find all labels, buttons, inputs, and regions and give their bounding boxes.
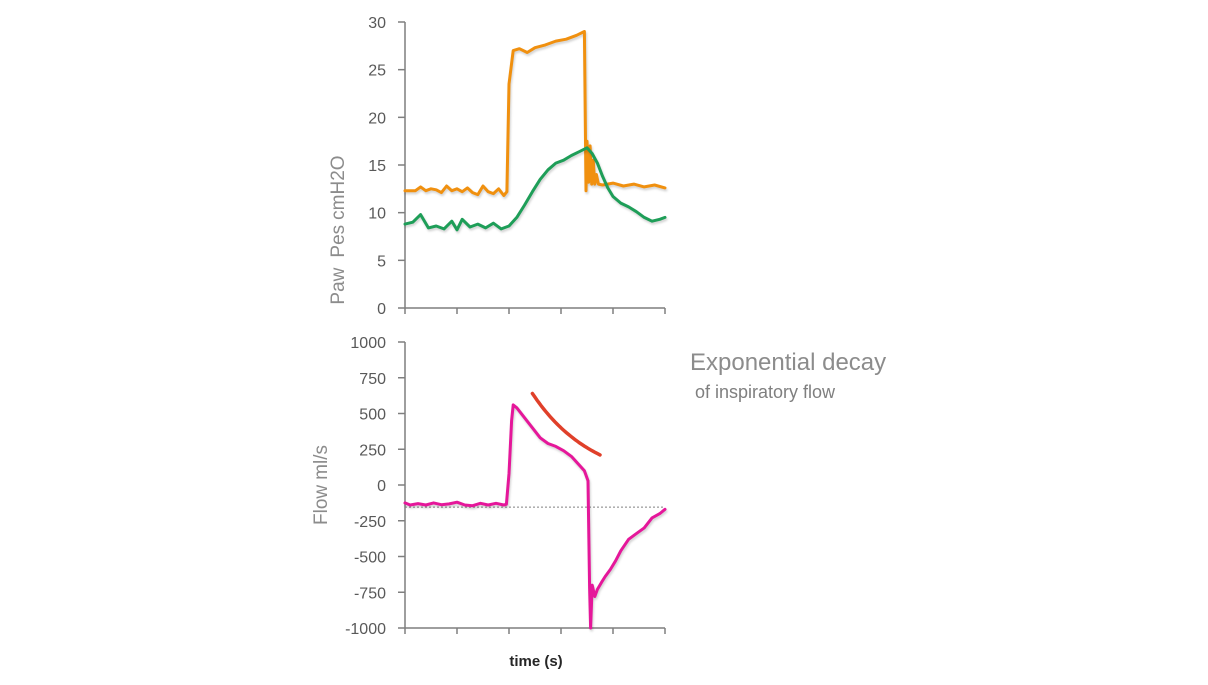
- pressure-y-tick-label: 5: [377, 253, 386, 270]
- exponential-decay-curve: [530, 391, 602, 457]
- pressure-y-tick-label: 30: [368, 15, 386, 32]
- flow-y-tick-label: 1000: [350, 335, 386, 352]
- pressure-y-tick-label: 0: [377, 301, 386, 318]
- pressure-y-tick-label: 10: [368, 206, 386, 223]
- flow-lines: [403, 391, 667, 630]
- pressure-x-ticks: [404, 307, 666, 314]
- flow-label: Flow: [311, 485, 332, 525]
- flow-y-axis-label: Flow ml/s: [311, 445, 332, 525]
- pressure-panel: Paw Pes cmH2O 0 5 10 15 20 25 30: [328, 15, 667, 318]
- pressure-y-tick-label: 25: [368, 63, 386, 80]
- pressure-lines: [403, 30, 667, 232]
- flow-x-ticks: [404, 627, 666, 634]
- pressure-y-tick-label: 15: [368, 158, 386, 175]
- annotation-title: Exponential decay: [690, 349, 886, 376]
- flow-y-ticks: 1000 750 500 250 0 -250 -500 -750 -1000: [345, 335, 406, 638]
- x-axis-label: time (s): [509, 653, 562, 670]
- flow-y-tick-label: -500: [354, 550, 386, 567]
- pressure-y-tick-label: 20: [368, 110, 386, 127]
- flow-panel: Flow ml/s 1000 750 500 250 0 -250 -500 -750 -1000…: [311, 335, 667, 670]
- paw-trace: [403, 30, 667, 197]
- pes-trace: [403, 146, 667, 232]
- pes-label: Pes: [328, 225, 349, 258]
- flow-trace: [403, 403, 667, 630]
- paw-label: Paw: [328, 267, 349, 304]
- flow-y-tick-label: 500: [359, 407, 386, 424]
- flow-y-tick-label: -250: [354, 514, 386, 531]
- pressure-y-ticks: 0 5 10 15 20 25 30: [368, 15, 406, 318]
- flow-unit-label: ml/s: [311, 445, 332, 480]
- flow-y-tick-label: 0: [377, 478, 386, 495]
- flow-y-tick-label: 250: [359, 442, 386, 459]
- flow-y-tick-label: -1000: [345, 621, 386, 638]
- flow-y-tick-label: -750: [354, 585, 386, 602]
- pressure-unit-label: cmH2O: [328, 155, 349, 219]
- pressure-y-axis-label: Paw Pes cmH2O: [328, 155, 349, 304]
- annotation-subtitle: of inspiratory flow: [695, 382, 836, 402]
- flow-y-tick-label: 750: [359, 371, 386, 388]
